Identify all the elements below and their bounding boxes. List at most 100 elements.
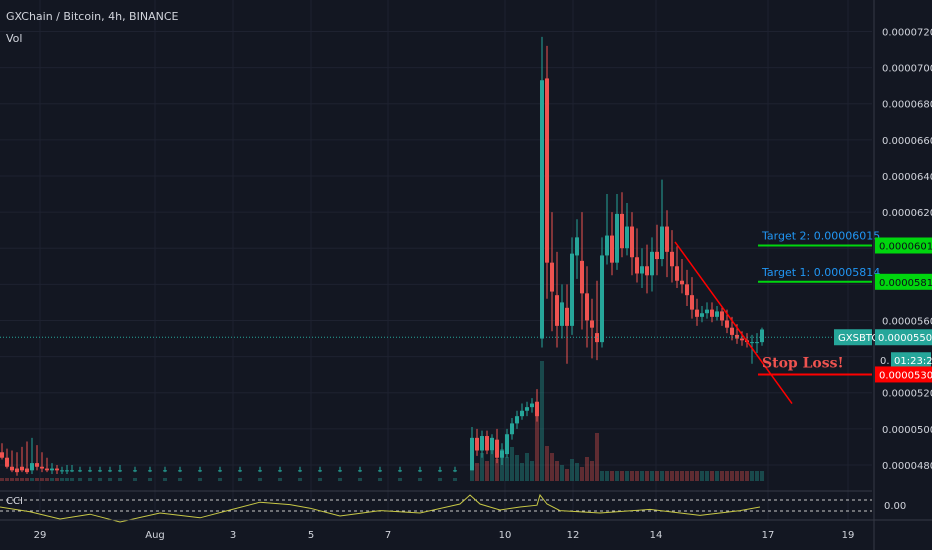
candle-body[interactable]	[520, 410, 524, 417]
candle-body[interactable]	[133, 470, 137, 472]
candle[interactable]	[600, 237, 604, 348]
candle-body[interactable]	[585, 293, 589, 321]
candle[interactable]	[520, 403, 524, 420]
candle[interactable]	[378, 466, 382, 473]
candle-body[interactable]	[398, 470, 402, 472]
candle-body[interactable]	[750, 342, 754, 344]
candle[interactable]	[660, 179, 664, 267]
candle[interactable]	[705, 302, 709, 319]
candle[interactable]	[148, 466, 152, 473]
candle-body[interactable]	[10, 466, 14, 471]
candle[interactable]	[555, 251, 559, 348]
candle[interactable]	[680, 259, 684, 294]
candle[interactable]	[475, 428, 479, 456]
candle[interactable]	[453, 466, 457, 473]
candle[interactable]	[525, 401, 529, 417]
candle-body[interactable]	[338, 470, 342, 472]
candle[interactable]	[98, 466, 102, 473]
candle-body[interactable]	[700, 313, 704, 317]
candle[interactable]	[760, 327, 764, 346]
candle[interactable]	[40, 452, 44, 473]
candle[interactable]	[645, 244, 649, 294]
candle-body[interactable]	[705, 309, 709, 314]
candle[interactable]	[298, 466, 302, 473]
candle-body[interactable]	[515, 416, 519, 424]
candle-body[interactable]	[550, 262, 554, 292]
candle[interactable]	[610, 212, 614, 276]
candle[interactable]	[575, 219, 579, 279]
stop-tag[interactable]: 0.00005301	[879, 370, 932, 381]
candle-body[interactable]	[580, 260, 584, 294]
candle-body[interactable]	[25, 468, 29, 473]
candle[interactable]	[480, 430, 484, 458]
candle[interactable]	[665, 210, 669, 278]
candle-body[interactable]	[500, 450, 504, 458]
candle[interactable]	[675, 246, 679, 288]
symbol-tag[interactable]: GXSBTC	[838, 333, 878, 344]
candle[interactable]	[70, 464, 74, 473]
candle-body[interactable]	[725, 320, 729, 328]
candle[interactable]	[615, 194, 619, 270]
candle[interactable]	[720, 306, 724, 326]
candle[interactable]	[510, 417, 514, 440]
candle-body[interactable]	[695, 309, 699, 317]
candle-body[interactable]	[0, 452, 4, 458]
candle-body[interactable]	[680, 280, 684, 285]
candle[interactable]	[635, 228, 639, 283]
candle[interactable]	[630, 212, 634, 276]
stop-tag-bg[interactable]	[875, 366, 932, 383]
target1-tag-bg[interactable]	[875, 273, 932, 290]
time-axis[interactable]: 29 Aug 3 5 7 10 12 14 17 19	[34, 530, 855, 541]
candle-body[interactable]	[30, 463, 34, 471]
candle[interactable]	[625, 203, 629, 256]
candle-body[interactable]	[660, 226, 664, 260]
candle-body[interactable]	[470, 437, 474, 471]
price-levels[interactable]: Target 2: 0.00006015 Target 1: 0.00005814…	[0, 230, 880, 404]
candle-body[interactable]	[495, 439, 499, 458]
candle-body[interactable]	[378, 470, 382, 472]
candle[interactable]	[20, 446, 24, 473]
trendline[interactable]	[674, 241, 793, 404]
candle[interactable]	[580, 212, 584, 330]
candle[interactable]	[10, 450, 14, 473]
candle[interactable]	[45, 457, 49, 473]
candle-body[interactable]	[715, 311, 719, 317]
candle[interactable]	[338, 466, 342, 473]
candle-body[interactable]	[238, 470, 242, 472]
candle-body[interactable]	[685, 284, 689, 296]
target2-tag[interactable]: 0.00006015	[879, 242, 932, 253]
candle-body[interactable]	[760, 329, 764, 343]
candle[interactable]	[30, 437, 34, 474]
candle-body[interactable]	[545, 78, 549, 263]
candle[interactable]	[88, 466, 92, 473]
target2-tag-bg[interactable]	[875, 237, 932, 254]
candle-body[interactable]	[148, 470, 152, 472]
candle[interactable]	[565, 284, 569, 364]
candle[interactable]	[108, 466, 112, 473]
candle[interactable]	[505, 428, 509, 458]
candle[interactable]	[178, 466, 182, 473]
candle[interactable]	[0, 443, 4, 460]
candle-body[interactable]	[630, 226, 634, 258]
candle[interactable]	[438, 466, 442, 473]
candle-body[interactable]	[605, 235, 609, 256]
candle[interactable]	[485, 430, 489, 455]
candle[interactable]	[258, 466, 262, 473]
candle-body[interactable]	[755, 342, 759, 344]
candle-body[interactable]	[35, 463, 39, 467]
candle[interactable]	[620, 192, 624, 258]
candle-body[interactable]	[318, 470, 322, 472]
candle-body[interactable]	[178, 470, 182, 472]
candle[interactable]	[535, 389, 539, 422]
candle-body[interactable]	[15, 468, 19, 473]
candle[interactable]	[530, 398, 534, 413]
candle-body[interactable]	[650, 251, 654, 276]
symbol-tag-bg[interactable]	[834, 329, 872, 346]
candle[interactable]	[695, 298, 699, 326]
candle-body[interactable]	[298, 470, 302, 472]
candle[interactable]	[65, 464, 69, 474]
candle[interactable]	[500, 443, 504, 465]
candle[interactable]	[15, 452, 19, 476]
candle[interactable]	[560, 284, 564, 339]
